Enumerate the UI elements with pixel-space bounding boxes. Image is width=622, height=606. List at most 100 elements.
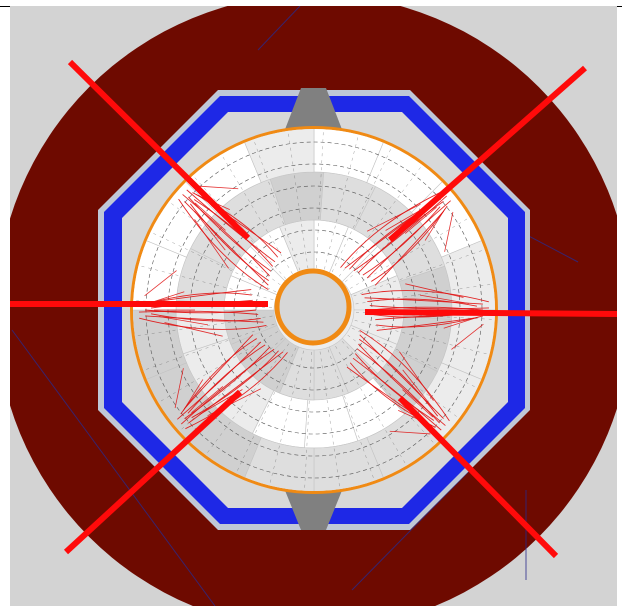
red-trace [376, 317, 477, 331]
red-trace [188, 351, 284, 424]
red-trace [359, 339, 439, 417]
grid-spoke [180, 337, 283, 431]
red-trace [138, 310, 259, 315]
red-beam [388, 65, 587, 243]
red-trace [185, 352, 288, 430]
red-trace [184, 346, 270, 420]
red-trace [178, 198, 269, 291]
red-trace-branch [174, 368, 184, 409]
grid-spoke [221, 155, 293, 275]
grid-spoke [327, 349, 375, 480]
red-trace-branch [402, 389, 434, 418]
red-trace-branch [194, 210, 226, 251]
red-trace [187, 344, 266, 414]
red-trace [139, 317, 267, 330]
red-trace [191, 350, 279, 419]
grid-spoke [139, 265, 274, 300]
red-trace [144, 309, 257, 314]
red-trace-branch [404, 206, 437, 234]
grid-spoke [287, 131, 309, 269]
red-trace [352, 357, 442, 431]
red-trace [177, 341, 262, 420]
lugs [284, 88, 343, 530]
grid-spoke [319, 351, 341, 489]
grid-spoke [331, 147, 392, 273]
red-trace [189, 203, 269, 281]
grid-spoke [354, 320, 489, 355]
red-trace [180, 338, 257, 415]
red-beam [63, 389, 243, 555]
central-hub [274, 268, 352, 346]
red-trace [186, 189, 276, 263]
grid-spoke [345, 189, 448, 283]
grid-spoke [315, 130, 324, 269]
grid-spoke [151, 232, 277, 293]
red-beam [397, 395, 559, 559]
grid-spoke [269, 350, 304, 485]
red-trace-branch [424, 209, 446, 241]
red-trace [182, 194, 270, 277]
construction-line [257, 6, 301, 51]
red-trace [362, 206, 441, 276]
red-trace-branch [164, 322, 223, 337]
red-traces [138, 185, 490, 435]
red-trace [192, 192, 279, 258]
red-trace [356, 348, 440, 424]
red-trace [353, 195, 448, 272]
red-trace-branch [144, 270, 177, 297]
red-trace [361, 290, 489, 303]
red-trace [359, 334, 444, 419]
red-trace [354, 353, 435, 421]
red-trace [367, 298, 478, 307]
red-trace-branch [451, 323, 484, 350]
grid-spoke [335, 345, 407, 465]
red-trace-branch [159, 316, 209, 326]
red-trace [144, 292, 252, 305]
red-trace-branch [389, 430, 431, 435]
red-trace-branch [182, 379, 204, 411]
red-trace-branch [194, 219, 229, 269]
grid-spoke [347, 334, 459, 418]
red-trace [150, 313, 261, 322]
grid-spoke [338, 165, 422, 277]
red-trace [145, 315, 264, 323]
red-trace [371, 205, 448, 282]
red-trace [371, 306, 484, 311]
construction-line [11, 329, 216, 606]
bottom-lug [284, 488, 343, 530]
red-trace-branch [197, 185, 239, 190]
red-trace-branch [402, 369, 434, 410]
red-trace-branch [419, 294, 469, 304]
grid-spoke [353, 249, 484, 297]
red-trace-branch [399, 351, 434, 401]
red-trace [184, 334, 254, 410]
grid-spoke [236, 347, 297, 473]
red-trace [364, 297, 483, 305]
top-lug [284, 88, 343, 132]
red-trace [369, 305, 490, 310]
red-trace [151, 289, 252, 303]
grid-spoke [304, 351, 313, 490]
red-trace-branch [443, 316, 479, 329]
radial-beams [10, 59, 617, 559]
red-trace-branch [191, 386, 224, 414]
red-trace-branch [366, 203, 421, 232]
grid-spoke [341, 341, 435, 444]
red-trace [180, 348, 275, 425]
red-trace [366, 200, 451, 279]
red-trace [184, 201, 269, 286]
construction-line [351, 469, 471, 591]
grid-spoke [253, 140, 301, 271]
grid-spoke [144, 323, 275, 371]
red-trace-branch [405, 283, 464, 298]
red-trace-branch [444, 211, 454, 252]
grid-spoke [324, 135, 359, 270]
red-trace [374, 210, 444, 286]
grid-spoke [206, 343, 290, 455]
red-trace-branch [194, 202, 226, 231]
red-beam [67, 59, 251, 241]
red-trace [188, 196, 272, 272]
red-beam [364, 309, 617, 317]
